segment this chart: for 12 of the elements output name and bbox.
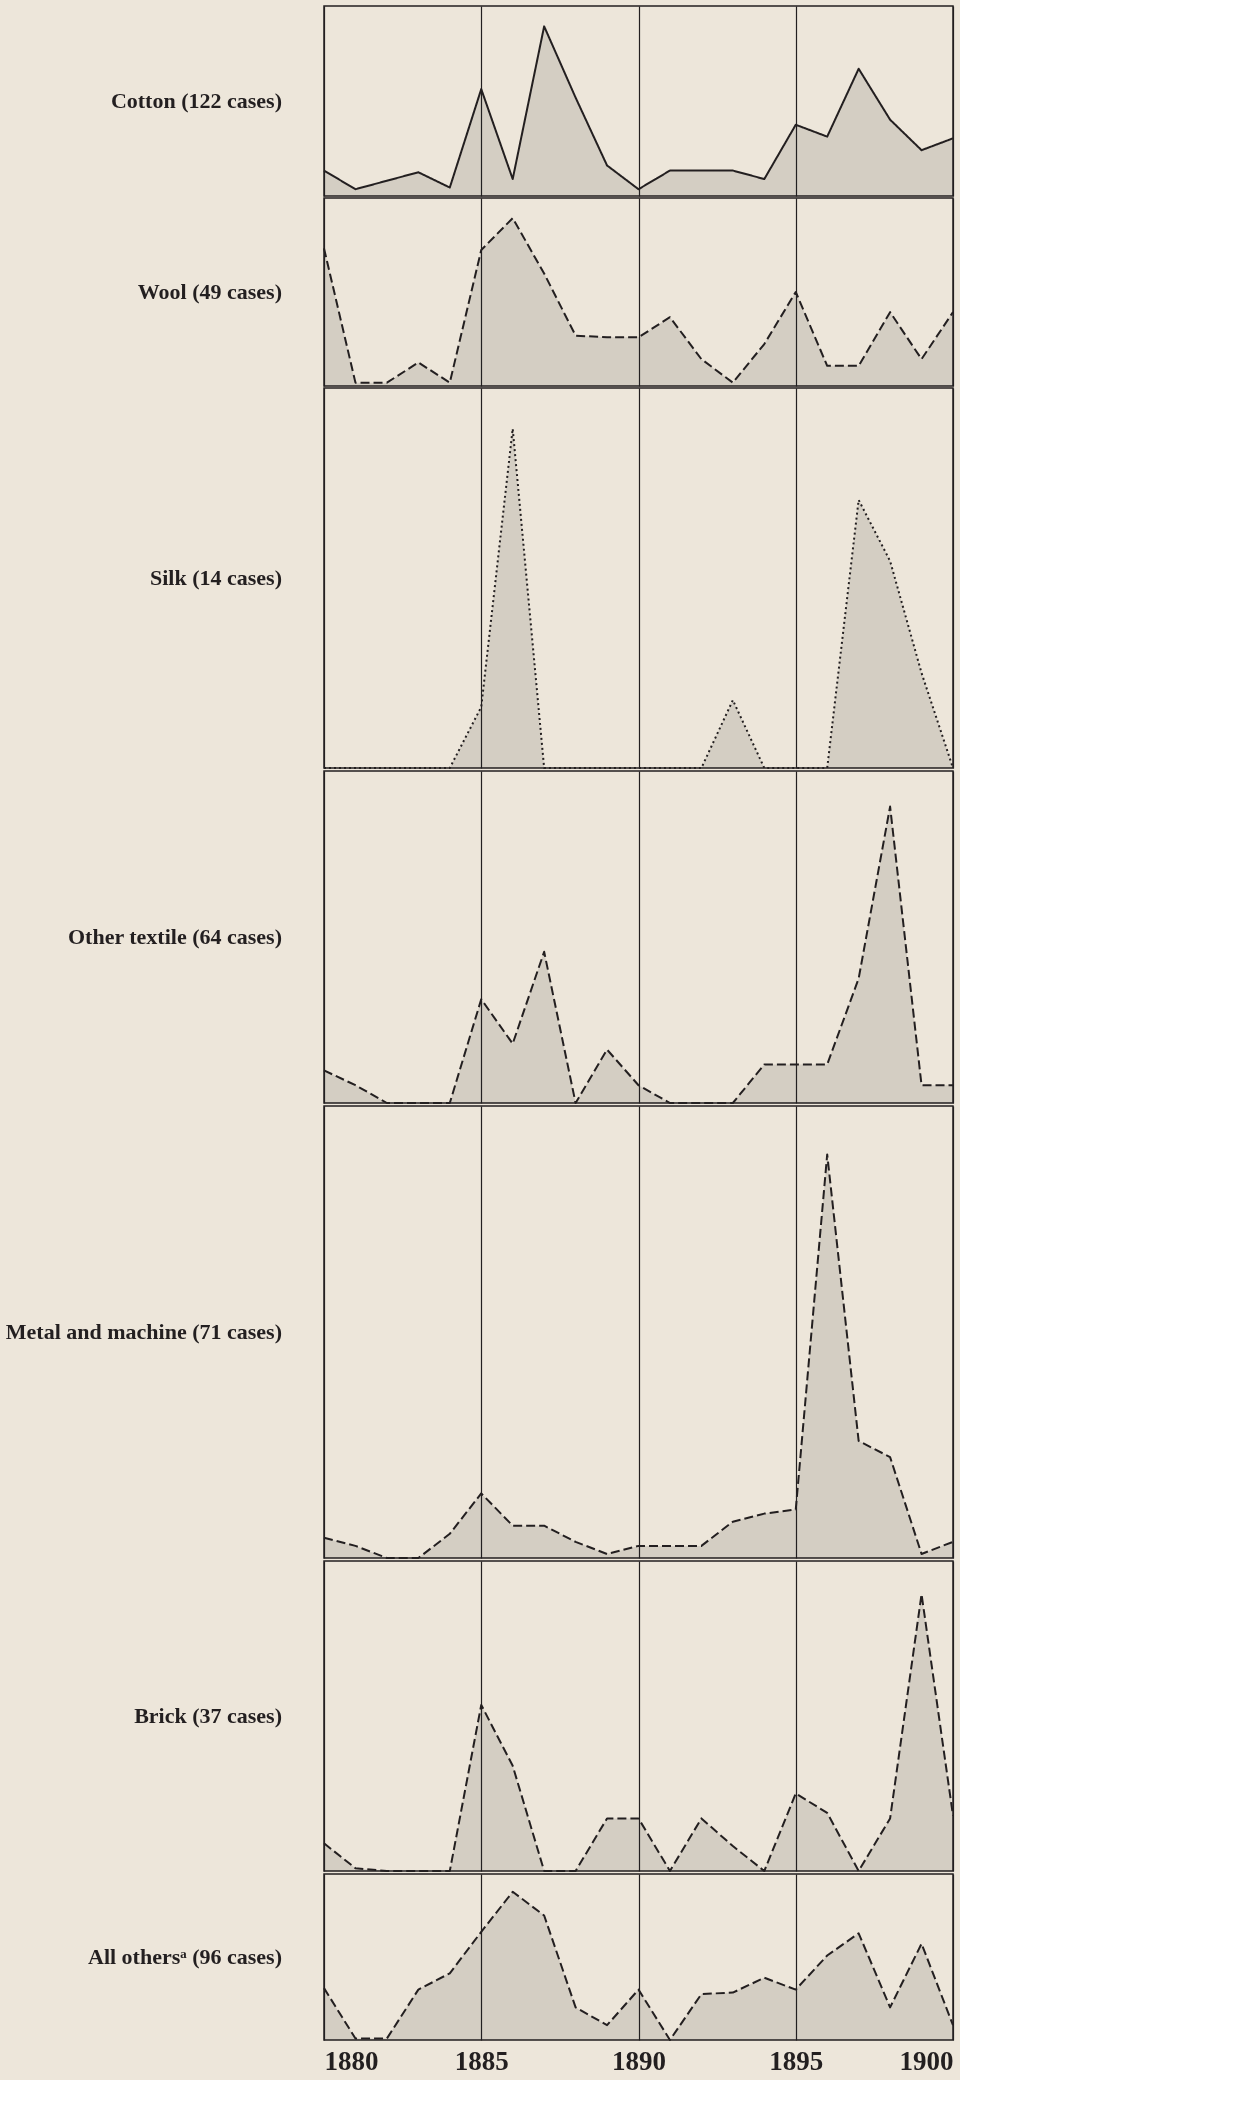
text: Brick (37 cases) [134,1703,282,1728]
text: Wool (49 cases) [137,279,282,304]
text: Other textile (64 cases) [67,924,282,949]
text: All othersᵃ (96 cases) [88,1944,282,1969]
x-tick-label: 1900 [899,2045,954,2076]
x-tick-label: 1880 [324,2045,379,2076]
text: Silk (14 cases) [150,565,282,590]
x-tick-label: 1895 [769,2045,824,2076]
text: Cotton (122 cases) [110,88,282,113]
text: Metal and machine (71 cases) [5,1319,282,1344]
x-tick-label: 1890 [612,2045,666,2076]
x-tick-label: 1885 [454,2045,509,2076]
